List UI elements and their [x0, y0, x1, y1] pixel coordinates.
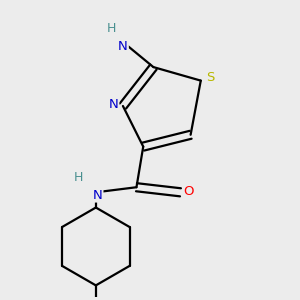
- Text: N: N: [109, 98, 118, 111]
- Text: O: O: [184, 185, 194, 198]
- Text: N: N: [118, 40, 128, 52]
- Text: N: N: [93, 188, 102, 202]
- Text: H: H: [74, 171, 83, 184]
- Text: H: H: [106, 22, 116, 35]
- Text: S: S: [206, 71, 214, 84]
